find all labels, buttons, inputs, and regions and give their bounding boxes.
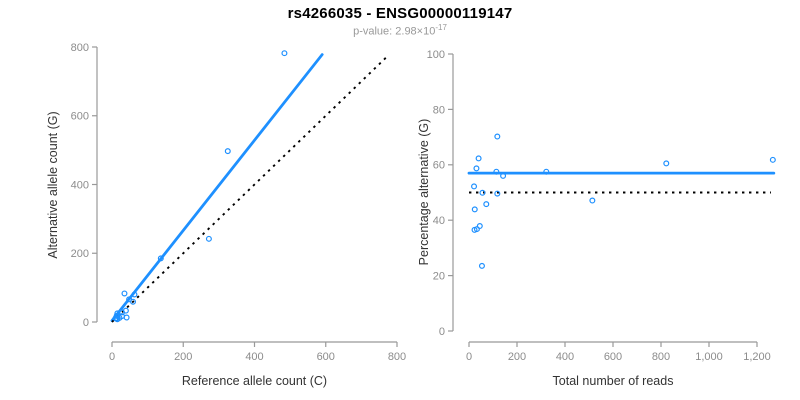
x-tick-label: 0 bbox=[109, 351, 115, 363]
data-point bbox=[224, 148, 231, 155]
y-tick-label: 200 bbox=[71, 248, 89, 260]
x-tick-label: 1,000 bbox=[695, 351, 723, 363]
data-point bbox=[493, 168, 500, 175]
data-point bbox=[589, 197, 596, 204]
data-point bbox=[121, 290, 128, 297]
y-tick-label: 600 bbox=[71, 111, 89, 123]
y-tick-label: 60 bbox=[433, 160, 445, 172]
data-point bbox=[475, 155, 482, 162]
data-point bbox=[543, 168, 550, 175]
y-tick-label: 100 bbox=[427, 49, 445, 61]
x-tick-label: 1,200 bbox=[743, 351, 771, 363]
data-point bbox=[205, 235, 212, 242]
data-point bbox=[494, 190, 501, 197]
x-tick-label: 800 bbox=[388, 351, 406, 363]
data-point bbox=[494, 133, 501, 140]
x-tick-label: 200 bbox=[508, 351, 526, 363]
x-tick-label: 400 bbox=[245, 351, 263, 363]
x-axis-title: Reference allele count (C) bbox=[182, 374, 327, 388]
data-point bbox=[473, 165, 480, 172]
allele-count-scatter: 0 200 400 600 800 0 200 400 600 800 Reference alle… bbox=[46, 42, 406, 388]
y-tick-label: 40 bbox=[433, 215, 445, 227]
data-point bbox=[478, 262, 485, 269]
x-axis-title: Total number of reads bbox=[553, 374, 674, 388]
y-tick-label: 800 bbox=[71, 42, 89, 54]
data-point bbox=[130, 298, 137, 305]
y-tick-label: 400 bbox=[71, 179, 89, 191]
x-tick-label: 200 bbox=[174, 351, 192, 363]
data-point bbox=[471, 183, 478, 190]
data-point bbox=[122, 307, 129, 314]
x-tick-label: 600 bbox=[604, 351, 622, 363]
data-point bbox=[471, 206, 478, 213]
figure-title: rs4266035 - ENSG00000119147 bbox=[287, 5, 513, 22]
percentage-reads-scatter: 0 20 40 60 80 100 0 200 400 600 800 1,000 1,200 Total… bbox=[417, 49, 776, 388]
y-tick-label: 80 bbox=[433, 104, 445, 116]
data-point bbox=[131, 291, 138, 298]
data-point bbox=[479, 189, 486, 196]
regression-line bbox=[110, 53, 324, 323]
pvalue-text: p-value: 2.98×10 bbox=[353, 25, 436, 38]
data-point bbox=[663, 160, 670, 167]
figure-subtitle: p-value: 2.98×10-17 bbox=[0, 23, 800, 38]
y-axis-title: Percentage alternative (G) bbox=[417, 119, 431, 266]
data-point bbox=[769, 156, 776, 163]
x-tick-label: 0 bbox=[466, 351, 472, 363]
y-tick-label: 0 bbox=[83, 317, 89, 329]
pvalue-exponent: -17 bbox=[435, 23, 447, 32]
x-tick-label: 800 bbox=[652, 351, 670, 363]
identity-line bbox=[111, 55, 388, 323]
data-point bbox=[476, 223, 483, 230]
y-axis-title: Alternative allele count (G) bbox=[46, 111, 60, 258]
data-point bbox=[123, 314, 130, 321]
data-point bbox=[483, 201, 490, 208]
data-point bbox=[281, 50, 288, 57]
y-tick-label: 0 bbox=[439, 326, 445, 338]
data-point bbox=[157, 255, 164, 262]
x-tick-label: 600 bbox=[317, 351, 335, 363]
data-point bbox=[500, 172, 507, 179]
x-tick-label: 400 bbox=[556, 351, 574, 363]
y-tick-label: 20 bbox=[433, 270, 445, 282]
